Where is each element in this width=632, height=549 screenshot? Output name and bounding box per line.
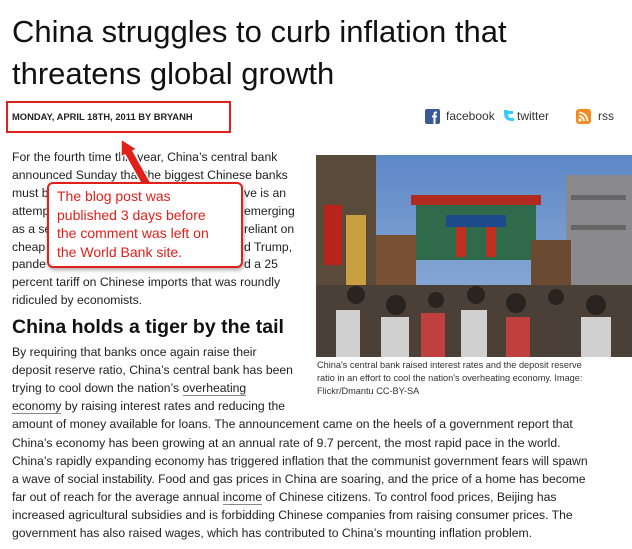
text-span: ridiculed by economists. [12, 293, 143, 308]
text-fragment: reliant on [244, 221, 295, 236]
text-line: far out of reach for the average annual … [12, 488, 556, 506]
text-span: by raising interest rates and reducing t… [61, 399, 286, 414]
text-line: China’s rapidly expanding economy has tr… [12, 452, 588, 470]
image-caption: China's central bank raised interest rat… [317, 360, 582, 370]
twitter-icon[interactable] [501, 108, 515, 124]
text-span: China’s economy has been growing at an a… [12, 435, 561, 450]
text-span: increased agricultural subsidies and is … [12, 507, 573, 522]
text-fragment: d a 25 [244, 257, 278, 272]
text-line: deposit reserve ratio, China’s central b… [12, 361, 293, 379]
text-line: increased agricultural subsidies and is … [12, 506, 573, 524]
text-fragment: emerging [244, 203, 295, 218]
text-span: For the fourth time this year, China’s c… [12, 150, 278, 164]
text-span: far out of reach for the average annual [12, 489, 223, 504]
text-span: percent tariff on Chinese imports that w… [12, 275, 281, 290]
text-link[interactable]: income [222, 489, 263, 505]
text-fragment: cheap [12, 239, 46, 254]
text-fragment: attemp [12, 203, 50, 218]
text-link[interactable]: overheating [182, 381, 247, 397]
title-line: China struggles to curb inflation that [12, 14, 507, 49]
text-span: government has also raised wages, which … [12, 526, 533, 540]
byline: MONDAY, APRIL 18TH, 2011 BY BRYANH [12, 111, 193, 122]
byline-highlight [6, 101, 231, 133]
annotation-line: the comment was left on [57, 225, 209, 241]
text-span: deposit reserve ratio, China’s central b… [12, 363, 293, 378]
share-link[interactable]: facebook [446, 109, 495, 123]
text-line: ridiculed by economists. [12, 291, 142, 309]
text-line: amount of money available for loans. The… [12, 415, 573, 433]
text-span: China’s rapidly expanding economy has tr… [12, 453, 588, 468]
text-line: China’s economy has been growing at an a… [12, 434, 561, 452]
text-span: a wave of social instability. Food and g… [12, 471, 586, 486]
text-span: By requiring that banks once again raise… [12, 345, 257, 359]
text-span: announced Sunday that the biggest Chines… [12, 167, 288, 182]
text-line: government has also raised wages, which … [12, 524, 532, 542]
text-line: percent tariff on Chinese imports that w… [12, 273, 280, 291]
text-fragment: d Trump, [244, 239, 293, 254]
text-span: amount of money available for loans. The… [12, 417, 573, 432]
text-fragment: as a se [12, 221, 52, 236]
text-fragment: pande [12, 257, 46, 272]
subheading: China holds a tiger by the tail [12, 316, 284, 338]
text-line: By requiring that banks once again raise… [12, 343, 257, 361]
rss-icon[interactable] [576, 109, 592, 125]
image-caption: ratio in an effort to cool the nation's … [317, 373, 583, 383]
article-photo [316, 155, 632, 357]
text-span: of Chinese citizens. To control food pri… [262, 489, 557, 504]
text-span: trying to cool down the nation’s [12, 381, 183, 396]
annotation-box [47, 182, 243, 268]
image-caption: Flickr/Dmantu CC-BY-SA [317, 386, 420, 396]
text-line: economy by raising interest rates and re… [12, 397, 285, 415]
facebook-icon[interactable] [425, 109, 441, 125]
text-link[interactable]: economy [12, 399, 62, 415]
title-line: threatens global growth [12, 56, 335, 91]
share-link[interactable]: twitter [517, 109, 550, 123]
annotation-line: the World Bank site. [57, 243, 183, 260]
annotation-line: The blog post was [57, 188, 171, 204]
share-link[interactable]: rss [598, 109, 614, 123]
text-fragment: must b [12, 185, 49, 200]
text-line: a wave of social instability. Food and g… [12, 470, 586, 488]
text-fragment: ve is an [244, 185, 287, 200]
annotation-line: published 3 days before [57, 206, 206, 223]
text-line: trying to cool down the nation’s overhea… [12, 379, 247, 397]
text-line: For the fourth time this year, China’s c… [12, 148, 277, 166]
